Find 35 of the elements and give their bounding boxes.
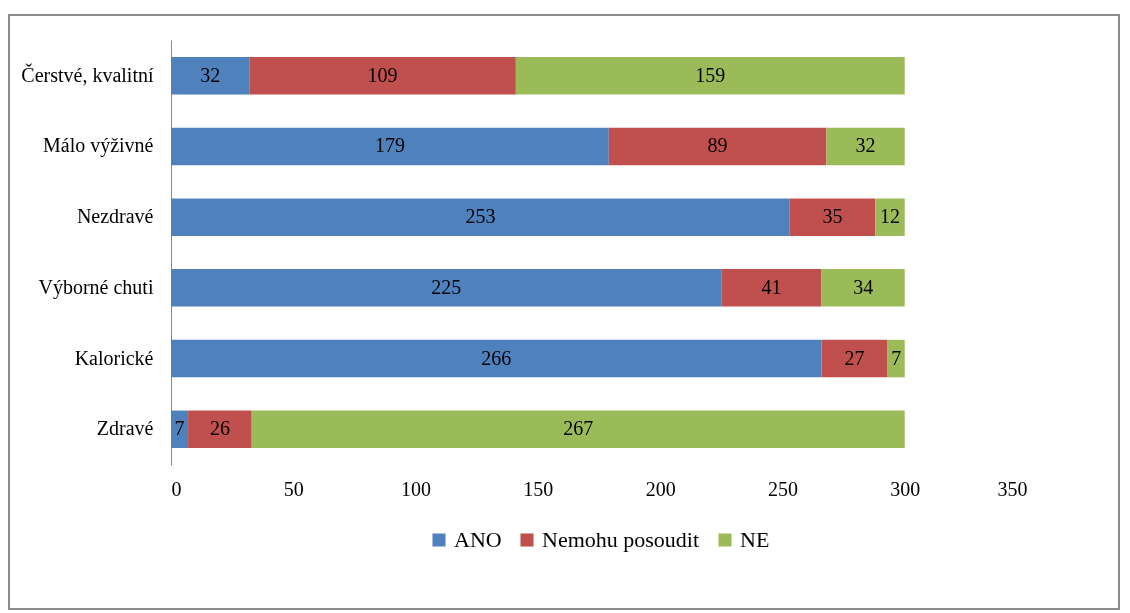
data-label: 266 bbox=[481, 346, 512, 369]
data-label: 159 bbox=[695, 63, 726, 86]
data-label: 267 bbox=[563, 417, 594, 440]
data-label: 7 bbox=[891, 346, 902, 369]
data-label: 41 bbox=[761, 275, 782, 298]
data-label: 35 bbox=[822, 205, 843, 228]
data-label: 225 bbox=[431, 275, 462, 298]
data-label: 179 bbox=[374, 134, 405, 157]
y-tick-label: Zdravé bbox=[96, 417, 154, 440]
data-label: 109 bbox=[367, 63, 398, 86]
legend-label: ANO bbox=[454, 527, 502, 552]
x-tick-label: 350 bbox=[997, 477, 1028, 500]
data-label: 253 bbox=[465, 205, 496, 228]
data-label: 7 bbox=[174, 417, 185, 440]
y-tick-label: Málo výživné bbox=[42, 134, 154, 158]
data-label: 32 bbox=[855, 134, 876, 157]
x-tick-label: 150 bbox=[523, 477, 554, 500]
data-label: 32 bbox=[200, 63, 221, 86]
legend-label: NE bbox=[740, 527, 770, 552]
data-label: 12 bbox=[880, 205, 901, 228]
data-label: 89 bbox=[707, 134, 728, 157]
x-tick-label: 0 bbox=[171, 477, 182, 500]
y-tick-label: Kalorické bbox=[74, 346, 154, 369]
x-tick-label: 250 bbox=[767, 477, 798, 500]
x-tick-label: 300 bbox=[890, 477, 921, 500]
legend-label: Nemohu posoudit bbox=[542, 527, 700, 552]
x-tick-label: 200 bbox=[645, 477, 676, 500]
data-label: 26 bbox=[209, 417, 230, 440]
y-tick-label: Nezdravé bbox=[76, 205, 154, 228]
x-tick-label: 50 bbox=[283, 477, 304, 500]
data-label: 34 bbox=[853, 275, 874, 298]
y-tick-label: Výborné chuti bbox=[38, 275, 154, 299]
x-tick-label: 100 bbox=[401, 477, 432, 500]
data-label: 27 bbox=[844, 346, 865, 369]
y-tick-label: Čerstvé, kvalitní bbox=[21, 62, 154, 86]
